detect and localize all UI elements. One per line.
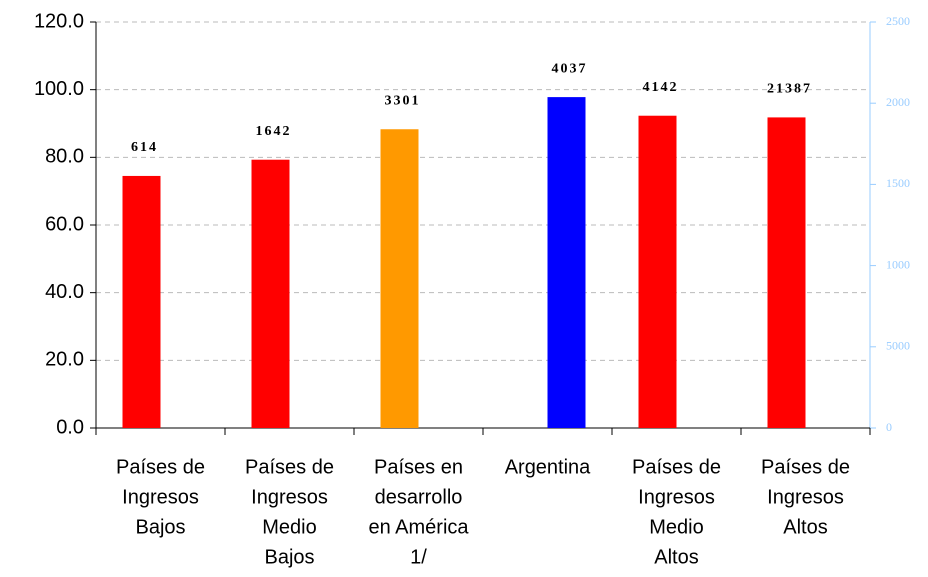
y2-tick-label: 2500 <box>886 14 910 28</box>
x-tick-label: en América <box>368 516 469 538</box>
x-tick-label: Bajos <box>264 546 314 568</box>
bar <box>547 97 586 429</box>
x-tick-label: Países de <box>632 456 721 478</box>
x-tick-label: Argentina <box>505 456 591 478</box>
annotation: 1642 <box>256 124 292 139</box>
y-tick-label: 60.0 <box>45 213 84 235</box>
annotation: 4142 <box>643 80 679 95</box>
y-tick-label: 40.0 <box>45 281 84 303</box>
x-tick-label: Altos <box>654 546 698 568</box>
bar <box>767 117 806 428</box>
y-tick-label: 0.0 <box>56 416 84 438</box>
x-tick-label: Medio <box>649 516 703 538</box>
annotation: 4037 <box>552 61 588 76</box>
y2-tick-label: 0 <box>886 420 892 434</box>
bar <box>380 129 419 429</box>
x-tick-label: Países de <box>245 456 334 478</box>
x-tick-label: Ingresos <box>638 486 715 508</box>
x-tick-label: 1/ <box>410 546 427 568</box>
x-tick-label: Países de <box>116 456 205 478</box>
annotation: 3301 <box>385 93 421 108</box>
x-tick-label: Países en <box>374 456 463 478</box>
annotation: 614 <box>131 140 158 155</box>
y2-tick-label: 1000 <box>886 257 910 271</box>
y2-tick-label: 1500 <box>886 176 910 190</box>
x-tick-label: Países de <box>761 456 850 478</box>
x-tick-label: Ingresos <box>122 486 199 508</box>
y-tick-label: 20.0 <box>45 349 84 371</box>
y-tick-label: 100.0 <box>34 78 84 100</box>
bar <box>122 175 161 428</box>
x-tick-label: desarrollo <box>375 486 463 508</box>
y2-tick-label: 5000 <box>886 339 910 353</box>
y2-tick-label: 2000 <box>886 95 910 109</box>
y-tick-label: 80.0 <box>45 146 84 168</box>
x-tick-label: Medio <box>262 516 316 538</box>
y-tick-label: 120.0 <box>34 10 84 32</box>
x-tick-label: Ingresos <box>767 486 844 508</box>
annotation: 21387 <box>767 82 812 97</box>
x-tick-label: Bajos <box>135 516 185 538</box>
x-tick-label: Altos <box>783 516 827 538</box>
bar <box>638 115 677 429</box>
bar <box>251 159 290 428</box>
x-tick-label: Ingresos <box>251 486 328 508</box>
